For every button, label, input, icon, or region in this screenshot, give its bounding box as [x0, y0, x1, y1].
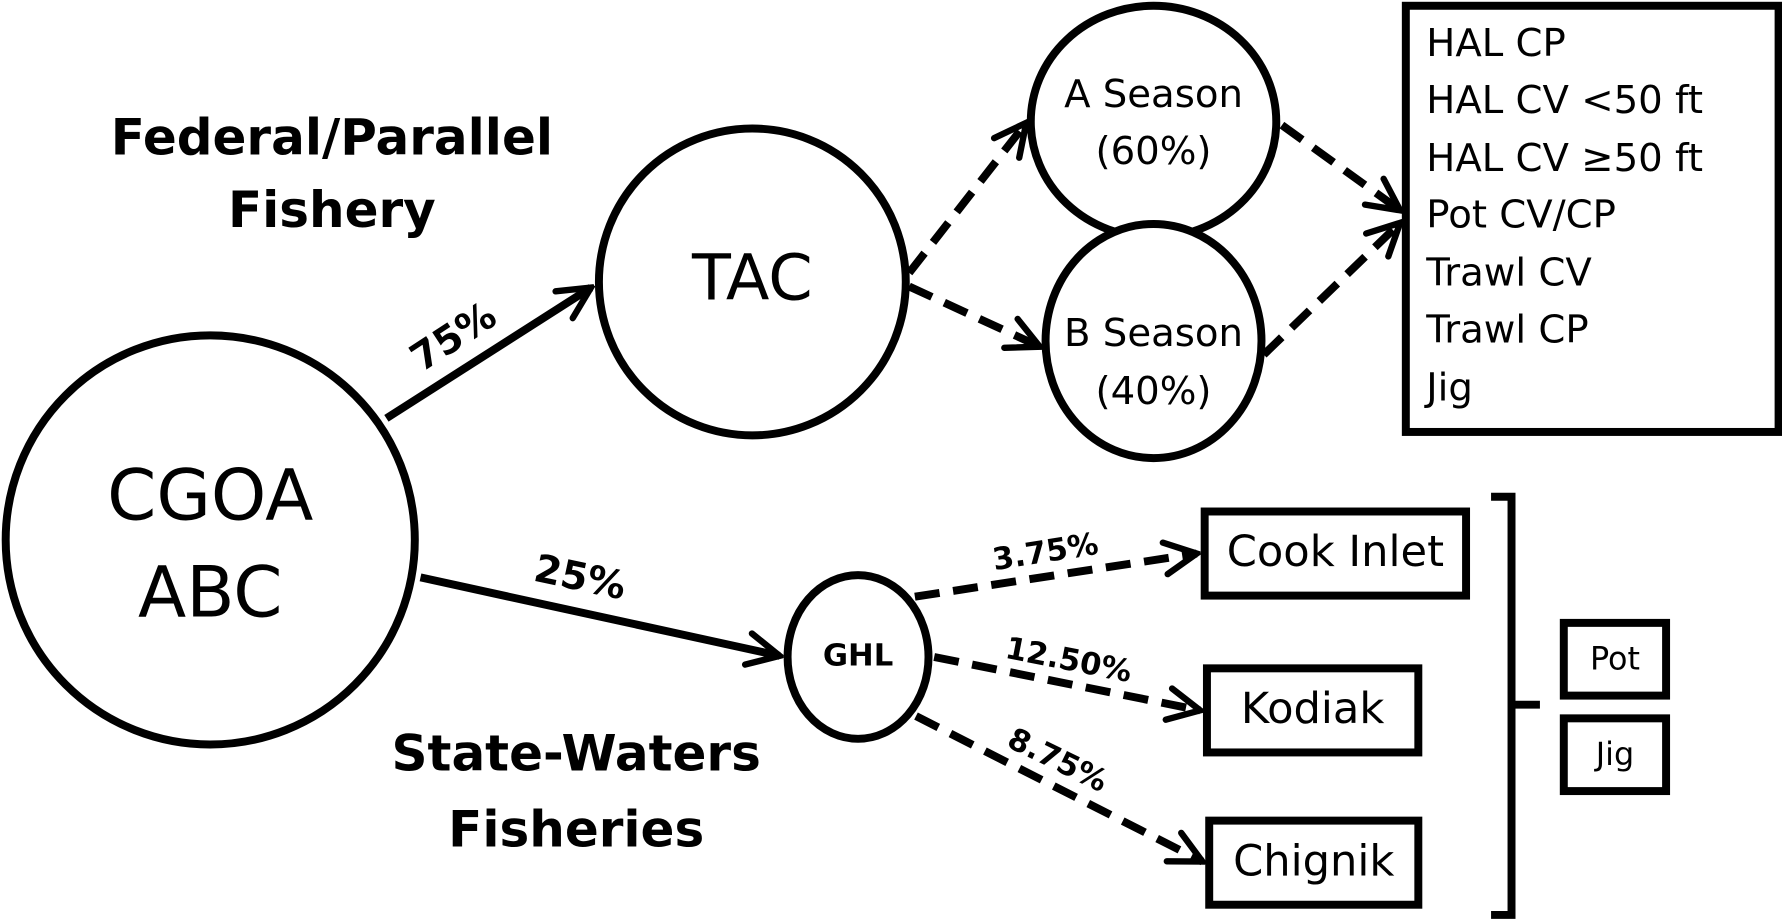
sector: Trawl CV: [1425, 251, 1592, 296]
gear-label: Jig: [1594, 735, 1634, 773]
area-labels: Cook Inlet Kodiak Chignik: [1227, 527, 1444, 886]
area-box: [1200, 507, 1471, 600]
area-label: Chignik: [1233, 836, 1394, 886]
sector-box: [1401, 1, 1782, 436]
area-box: [1205, 816, 1423, 909]
node-label: TAC: [691, 241, 813, 315]
node-labels: CGOA ABC TAC A Season (60%) B Season (40…: [107, 72, 1243, 673]
node-circle: [1, 331, 419, 749]
arrow: [914, 554, 1197, 601]
arrow: [1279, 121, 1400, 210]
group-label: Fishery: [228, 181, 436, 239]
bracket: [1491, 492, 1540, 919]
area-label: Kodiak: [1241, 684, 1384, 734]
gear-box: [1559, 618, 1671, 700]
arrow: [384, 288, 591, 422]
group-label: State-Waters: [392, 724, 761, 782]
sector: HAL CV <50 ft: [1426, 78, 1703, 123]
area-label: Cook Inlet: [1227, 527, 1444, 577]
sector: HAL CV ≥50 ft: [1426, 136, 1703, 181]
node-circle: [1041, 219, 1266, 463]
sector: Pot CV/CP: [1426, 193, 1616, 238]
arrow: [1261, 223, 1400, 358]
group-label: Fisheries: [448, 801, 704, 859]
arrow: [906, 123, 1026, 276]
arrow: [907, 282, 1040, 346]
edge-label: 25%: [530, 546, 630, 609]
gear-labels: Pot Jig: [1590, 639, 1640, 772]
sector: HAL CP: [1426, 21, 1566, 66]
node-label: B Season: [1064, 311, 1243, 356]
node-label: (40%): [1096, 369, 1212, 414]
gear-box: [1559, 714, 1671, 796]
node-circle: [594, 124, 910, 440]
node-label: ABC: [138, 551, 282, 633]
sector: Jig: [1424, 365, 1473, 410]
arrow: [419, 573, 779, 655]
arrow: [914, 712, 1202, 866]
node-label: (60%): [1096, 129, 1212, 174]
arrow: [933, 653, 1200, 710]
edge-label: 75%: [402, 293, 504, 381]
node-label: GHL: [823, 638, 893, 673]
gear-label: Pot: [1590, 639, 1640, 677]
area-box: [1202, 664, 1423, 757]
node-circle: [1026, 1, 1281, 242]
group-labels: Federal/Parallel Fishery State-Waters Fi…: [111, 109, 761, 859]
arrows: [384, 121, 1400, 866]
node-circle: [783, 571, 933, 743]
node-label: A Season: [1064, 72, 1243, 117]
sector-list: HAL CP HAL CV <50 ft HAL CV ≥50 ft Pot C…: [1424, 21, 1703, 410]
sector: Trawl CP: [1425, 307, 1588, 352]
group-label: Federal/Parallel: [111, 109, 553, 167]
node-label: CGOA: [107, 455, 313, 537]
